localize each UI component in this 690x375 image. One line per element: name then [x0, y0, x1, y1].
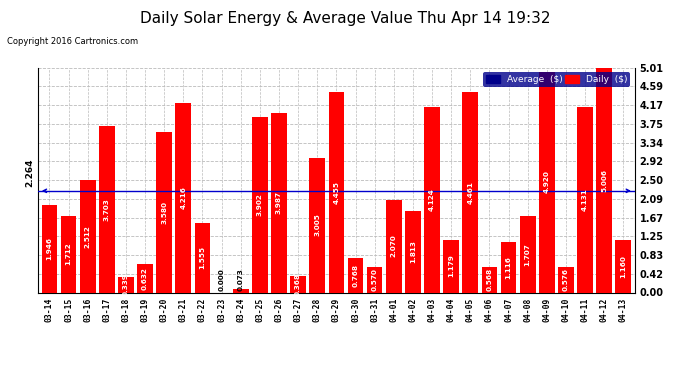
Text: 2.264: 2.264	[26, 159, 34, 187]
Text: 0.768: 0.768	[353, 264, 359, 287]
Bar	[348, 258, 364, 292]
Bar	[175, 103, 191, 292]
Bar	[405, 211, 421, 292]
Text: 3.987: 3.987	[276, 192, 282, 214]
Bar	[520, 216, 535, 292]
Bar	[118, 277, 134, 292]
Bar	[596, 68, 612, 292]
Bar	[309, 158, 325, 292]
Text: 0.632: 0.632	[142, 267, 148, 290]
Bar	[157, 132, 172, 292]
Text: 0.368: 0.368	[295, 273, 301, 296]
Text: 4.920: 4.920	[544, 171, 550, 194]
Text: 3.902: 3.902	[257, 194, 263, 216]
Bar	[137, 264, 153, 292]
Bar	[539, 72, 555, 292]
Text: 3.703: 3.703	[104, 198, 110, 221]
Bar	[233, 289, 248, 292]
Bar	[41, 205, 57, 292]
Text: 3.580: 3.580	[161, 201, 167, 223]
Text: 1.946: 1.946	[46, 237, 52, 260]
Text: 1.179: 1.179	[448, 255, 454, 278]
Bar	[61, 216, 77, 292]
Bar	[578, 107, 593, 292]
Text: Daily Solar Energy & Average Value Thu Apr 14 19:32: Daily Solar Energy & Average Value Thu A…	[140, 11, 550, 26]
Text: 1.160: 1.160	[620, 255, 627, 278]
Text: Copyright 2016 Cartronics.com: Copyright 2016 Cartronics.com	[7, 38, 138, 46]
Text: 1.116: 1.116	[506, 256, 511, 279]
Text: 4.455: 4.455	[333, 181, 339, 204]
Text: 0.339: 0.339	[123, 273, 129, 296]
Bar	[558, 267, 574, 292]
Bar	[195, 223, 210, 292]
Bar	[367, 267, 382, 292]
Bar	[290, 276, 306, 292]
Text: 2.512: 2.512	[85, 225, 90, 248]
Bar	[443, 240, 459, 292]
Bar	[424, 107, 440, 292]
Text: 4.461: 4.461	[467, 181, 473, 204]
Bar	[386, 200, 402, 292]
Text: 0.000: 0.000	[219, 268, 225, 291]
Text: 0.570: 0.570	[372, 268, 377, 291]
Bar	[328, 92, 344, 292]
Legend: Average  ($), Daily  ($): Average ($), Daily ($)	[484, 72, 630, 87]
Bar	[80, 180, 95, 292]
Text: 5.006: 5.006	[601, 169, 607, 192]
Bar	[462, 92, 478, 292]
Text: 4.124: 4.124	[429, 189, 435, 211]
Text: 4.131: 4.131	[582, 188, 588, 211]
Text: 1.813: 1.813	[410, 240, 416, 263]
Text: 4.216: 4.216	[180, 186, 186, 209]
Bar	[482, 267, 497, 292]
Text: 0.073: 0.073	[238, 268, 244, 291]
Text: 0.576: 0.576	[563, 268, 569, 291]
Text: 1.555: 1.555	[199, 246, 206, 269]
Bar	[501, 242, 516, 292]
Text: 3.005: 3.005	[314, 214, 320, 237]
Bar	[271, 114, 287, 292]
Text: 1.712: 1.712	[66, 243, 72, 266]
Text: 2.070: 2.070	[391, 235, 397, 257]
Bar	[99, 126, 115, 292]
Text: 0.568: 0.568	[486, 268, 493, 291]
Text: 1.707: 1.707	[524, 243, 531, 266]
Bar	[252, 117, 268, 292]
Bar	[615, 240, 631, 292]
